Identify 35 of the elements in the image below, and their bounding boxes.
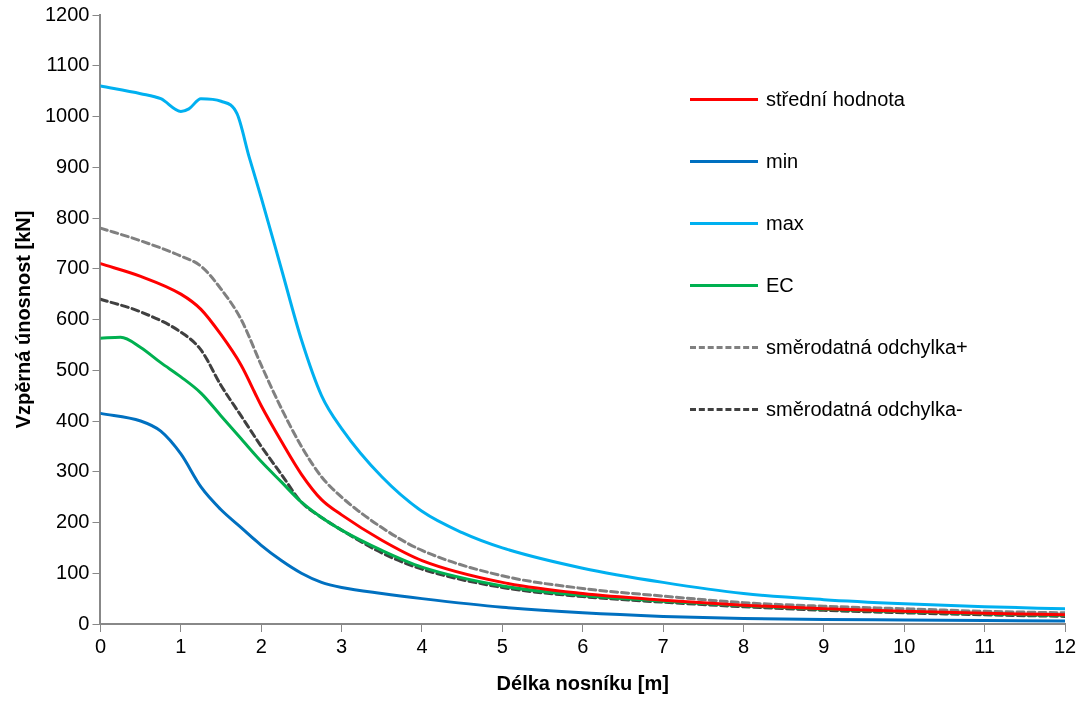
y-tick-label: 900 (56, 154, 90, 177)
x-tick-label: 4 (416, 634, 428, 657)
x-tick-label: 1 (175, 634, 187, 657)
y-tick-label: 600 (56, 307, 90, 330)
x-tick-label: 0 (94, 634, 107, 657)
y-tick-label: 300 (56, 459, 90, 482)
x-tick-label: 5 (496, 634, 508, 657)
legend-label: směrodatná odchylka- (766, 398, 963, 421)
x-tick-label: 9 (818, 634, 830, 657)
x-tick-label: 8 (737, 634, 750, 657)
x-tick-label: 11 (974, 634, 996, 657)
x-tick-label: 6 (577, 634, 589, 657)
y-tick-label: 200 (56, 510, 90, 533)
x-tick-label: 7 (657, 634, 669, 657)
x-tick-label: 3 (336, 634, 348, 657)
y-tick-label: 0 (78, 611, 90, 634)
legend-label: střední hodnota (766, 88, 905, 111)
legend-label: směrodatná odchylka+ (766, 336, 968, 359)
y-tick-label: 800 (56, 205, 90, 228)
y-tick-label: 1000 (44, 104, 90, 127)
y-tick-label: 1100 (46, 53, 90, 76)
y-axis-title: Vzpěrná únosnost [kN] (11, 210, 34, 429)
y-tick-label: 100 (56, 560, 90, 583)
y-tick-label: 1200 (44, 2, 90, 25)
y-tick-label: 700 (56, 256, 90, 279)
y-tick-label: 500 (56, 357, 90, 380)
x-tick-label: 2 (255, 634, 267, 657)
legend-label: EC (766, 274, 794, 297)
legend-label: min (766, 150, 799, 173)
x-axis-title: Délka nosníku [m] (496, 671, 669, 694)
line-series (100, 84, 1065, 611)
x-tick-label: 10 (893, 634, 916, 657)
legend-label: max (766, 212, 804, 235)
y-tick-label: 400 (56, 408, 90, 431)
x-tick-label: 12 (1053, 634, 1077, 657)
